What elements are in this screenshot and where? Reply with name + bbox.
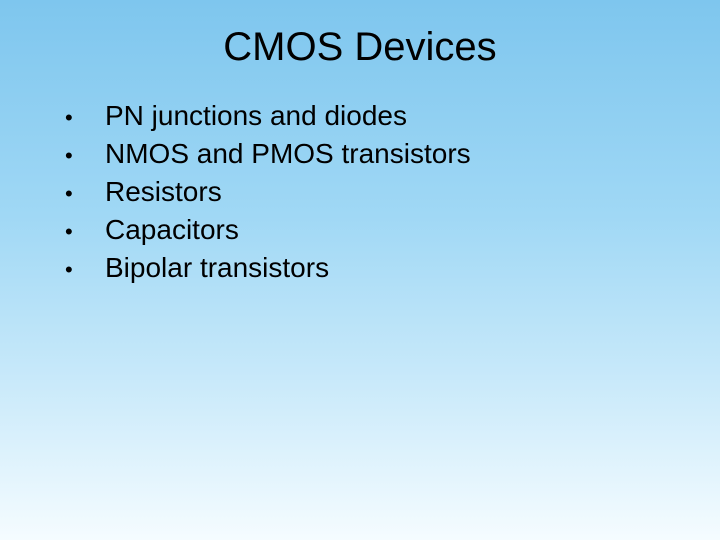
bullet-text: Resistors	[105, 174, 222, 209]
bullet-list: • PN junctions and diodes • NMOS and PMO…	[50, 98, 670, 285]
list-item: • NMOS and PMOS transistors	[65, 136, 670, 171]
bullet-icon: •	[65, 142, 77, 170]
bullet-icon: •	[65, 180, 77, 208]
slide-container: CMOS Devices • PN junctions and diodes •…	[0, 0, 720, 540]
list-item: • PN junctions and diodes	[65, 98, 670, 133]
bullet-icon: •	[65, 256, 77, 284]
bullet-icon: •	[65, 104, 77, 132]
bullet-text: Capacitors	[105, 212, 239, 247]
bullet-text: PN junctions and diodes	[105, 98, 407, 133]
list-item: • Bipolar transistors	[65, 250, 670, 285]
list-item: • Resistors	[65, 174, 670, 209]
list-item: • Capacitors	[65, 212, 670, 247]
bullet-text: NMOS and PMOS transistors	[105, 136, 471, 171]
slide-title: CMOS Devices	[50, 25, 670, 70]
bullet-text: Bipolar transistors	[105, 250, 329, 285]
bullet-icon: •	[65, 218, 77, 246]
